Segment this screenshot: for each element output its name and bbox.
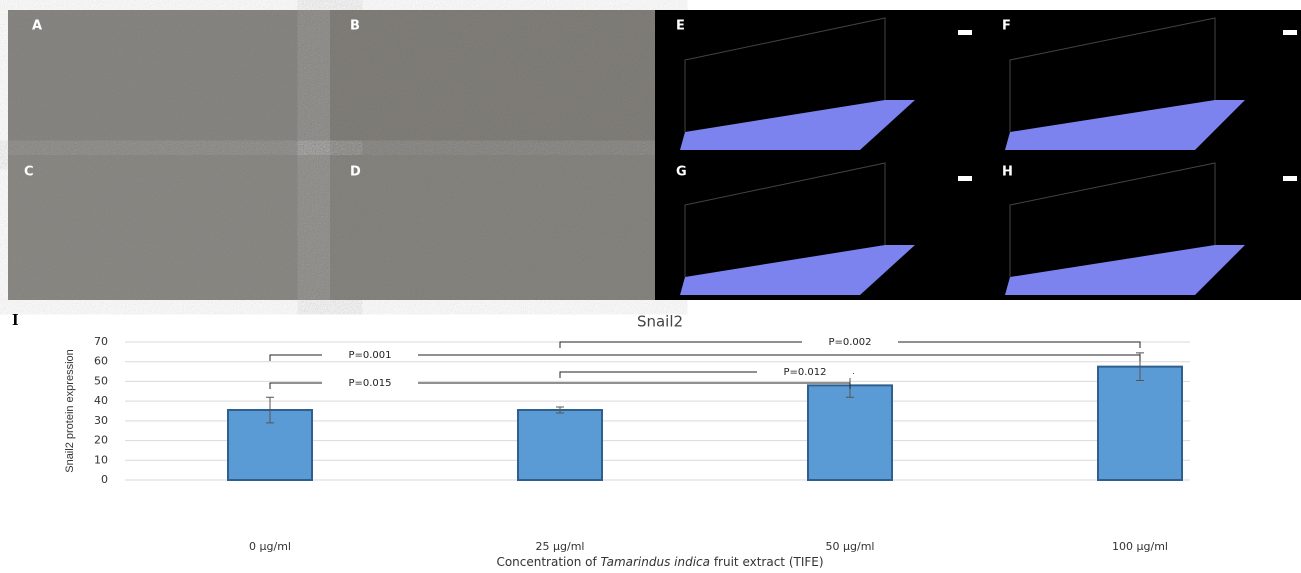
x-axis-label-part: Tamarindus indica (601, 555, 710, 569)
y-tick-label: 70 (94, 335, 108, 348)
x-axis-label: Concentration of Tamarindus indica fruit… (496, 555, 823, 569)
y-tick-label: 30 (94, 414, 108, 427)
bar (518, 410, 602, 480)
micrograph (8, 10, 330, 155)
y-tick-label: 40 (94, 394, 108, 407)
page: {"panels": {"labels": ["A", "B", "C", "D… (0, 0, 1301, 569)
panel-label: D (350, 165, 361, 180)
p-value-label: P=0.002 (828, 337, 871, 348)
micrographs: A B C D E F G H (8, 10, 1301, 300)
panel-label: G (676, 165, 687, 180)
micrograph (330, 155, 655, 300)
scale-bar (1283, 30, 1297, 35)
bar (1098, 367, 1182, 480)
panel-label: I (12, 310, 19, 329)
x-tick-label: 100 µg/ml (1112, 540, 1168, 553)
figure: A B C D E F G H I Snail2 Snail2 protein … (0, 0, 1301, 569)
p-value-label: P=0.001 (348, 350, 391, 361)
y-tick-label: 60 (94, 355, 108, 368)
chart-title: Snail2 (637, 313, 683, 331)
y-tick-label: 20 (94, 434, 108, 447)
scale-bar (958, 176, 972, 181)
x-tick-label: 0 µg/ml (249, 540, 291, 553)
micrograph (8, 155, 330, 300)
p-value-label: P=0.012 (783, 367, 826, 378)
x-tick-label: 25 µg/ml (536, 540, 585, 553)
scale-bar (1283, 176, 1297, 181)
scale-bar (958, 30, 972, 35)
y-tick-label: 10 (94, 453, 108, 466)
panel-label: B (350, 19, 360, 34)
y-tick-label: 0 (101, 473, 108, 486)
y-axis-label: Snail2 protein expression (64, 349, 76, 473)
panel-label: A (32, 19, 42, 34)
x-axis-label-part: fruit extract (TIFE) (710, 555, 824, 569)
y-tick-label: 50 (94, 374, 108, 387)
micrograph (330, 10, 655, 155)
x-tick-label: 50 µg/ml (826, 540, 875, 553)
panel-label: C (24, 165, 34, 180)
panel-label: H (1002, 165, 1013, 180)
x-axis-label-part: Concentration of (496, 555, 600, 569)
panel-label: E (676, 19, 685, 34)
panel-label: F (1002, 19, 1011, 34)
p-value-label: P=0.015 (348, 378, 391, 389)
bar (808, 385, 892, 480)
